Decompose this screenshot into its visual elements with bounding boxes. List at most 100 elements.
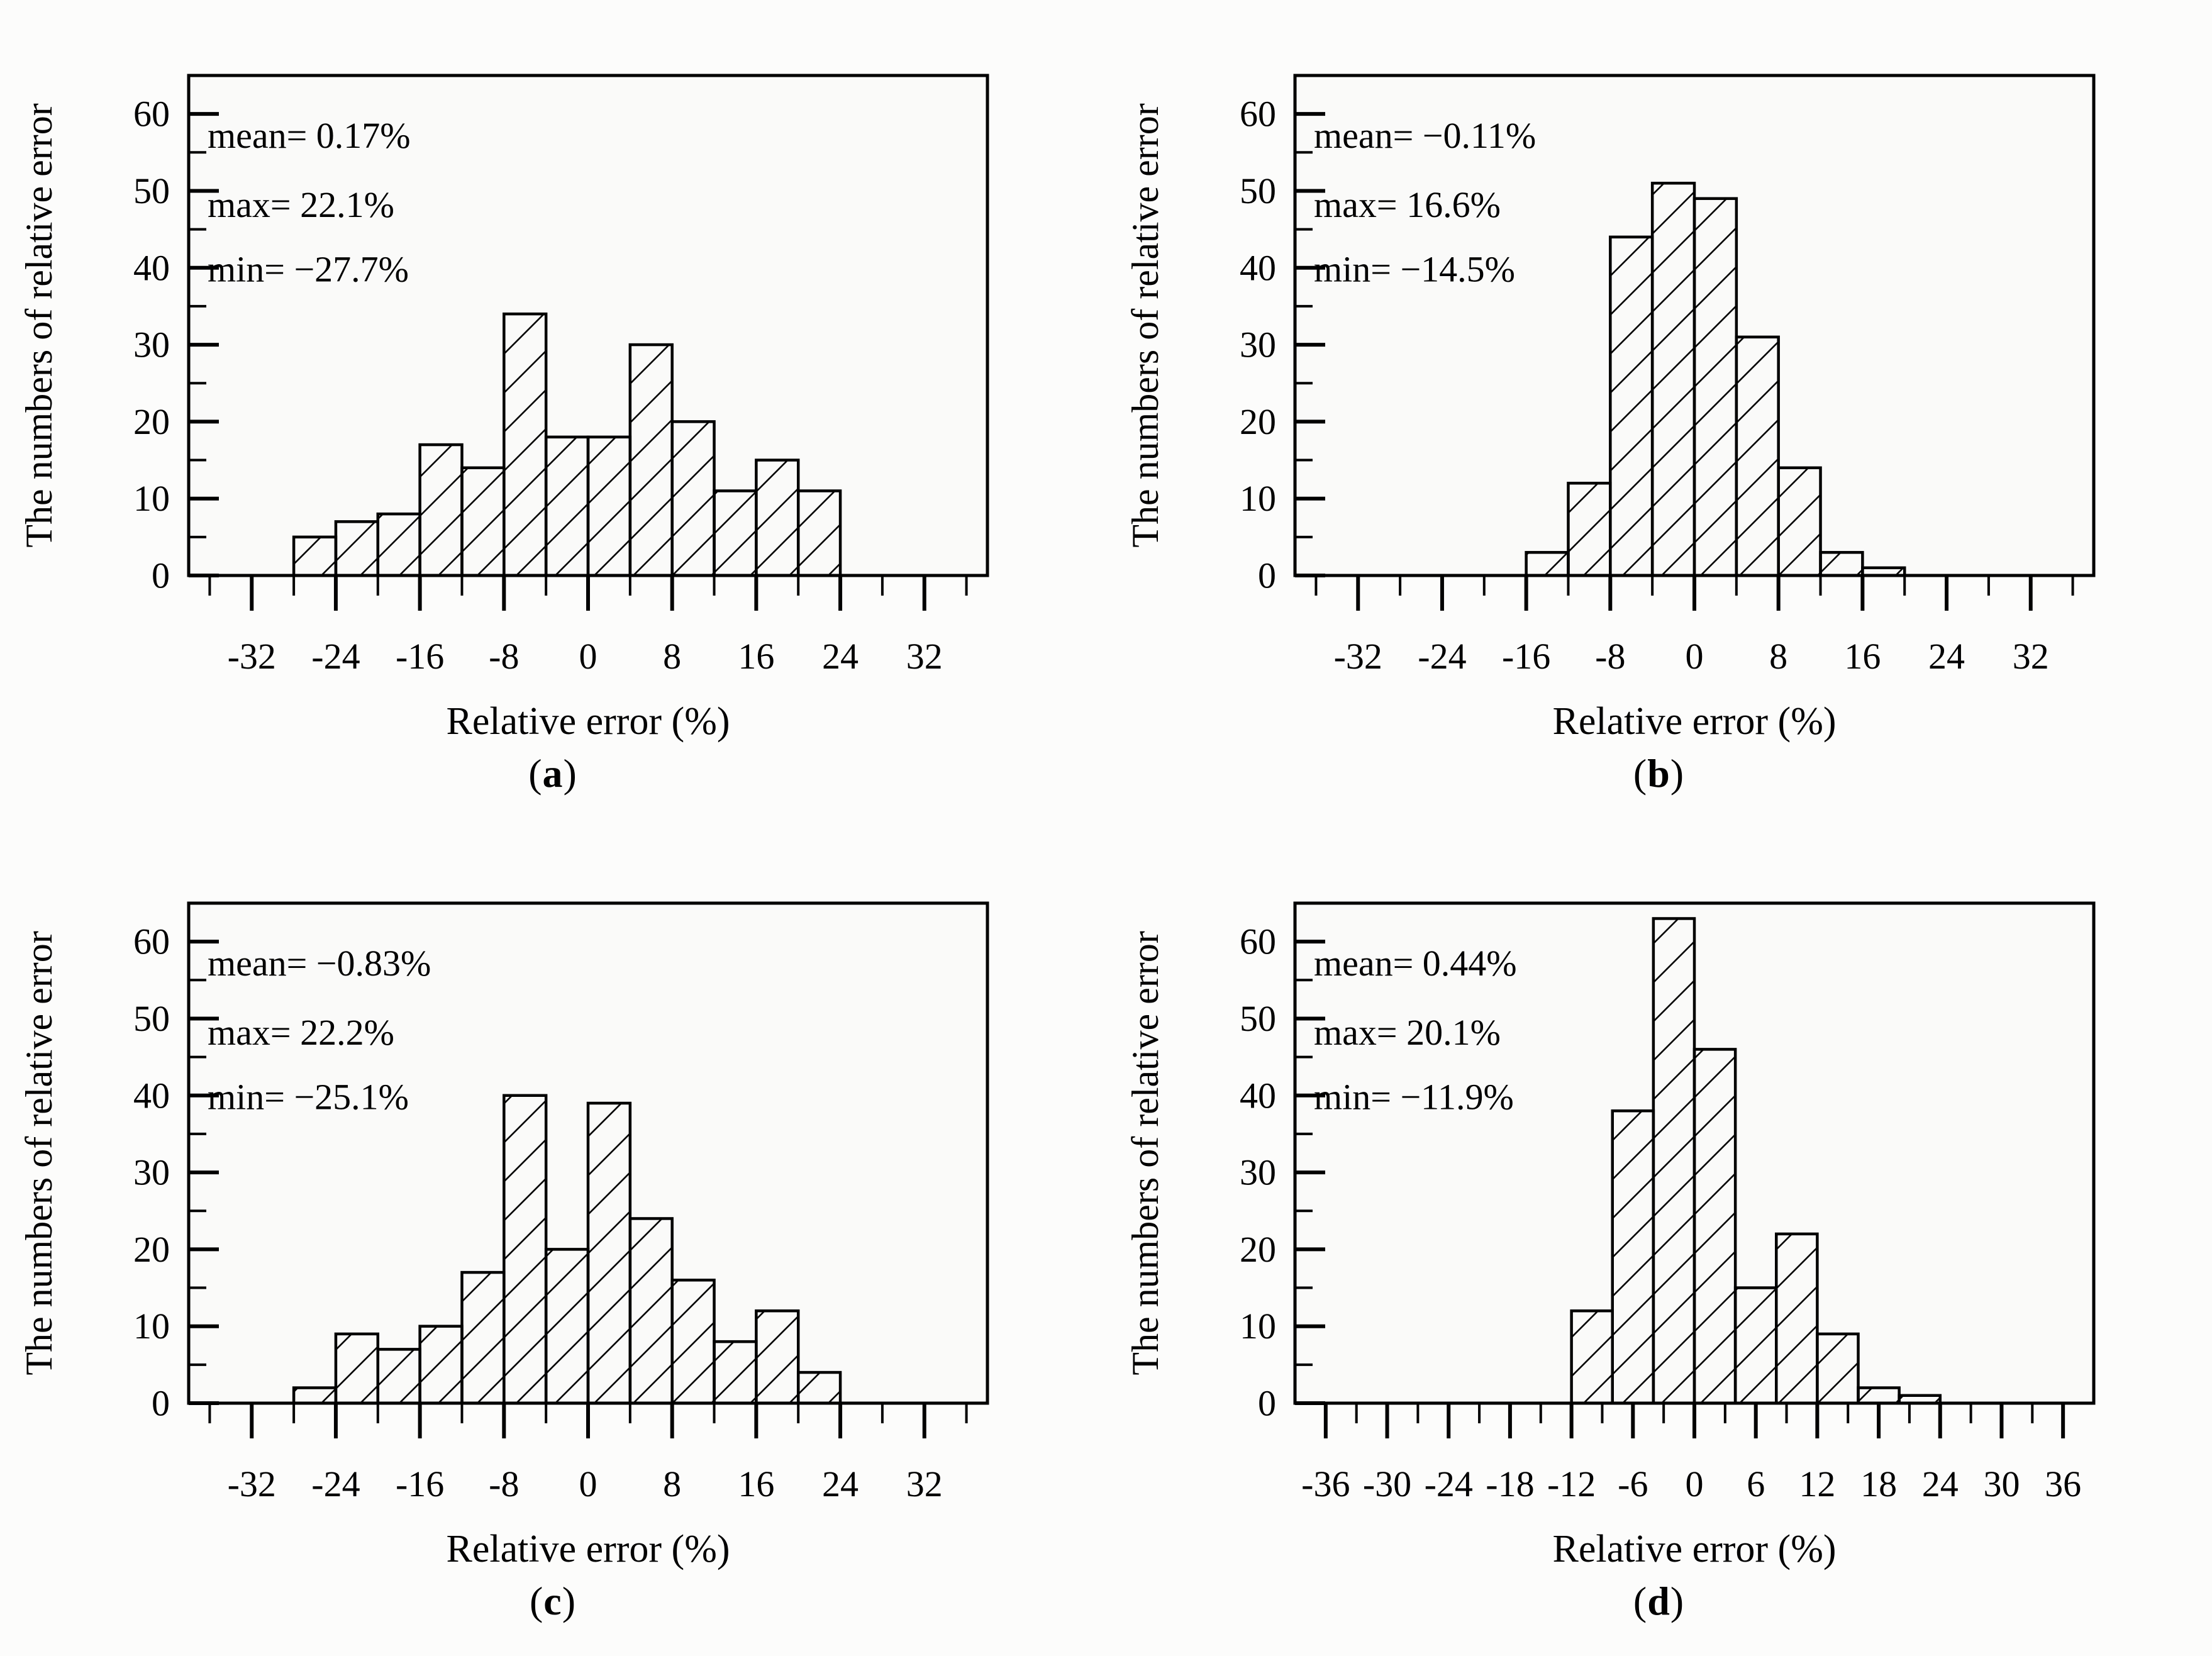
histogram-bar [1692, 197, 1738, 577]
histogram-bar [628, 1217, 674, 1405]
x-tick-label: 0 [1685, 636, 1703, 677]
x-tick-label: 8 [1769, 636, 1787, 677]
x-axis-title: Relative error (%) [1552, 1528, 1836, 1570]
caption-paren-close: ) [562, 1579, 577, 1623]
annotation-mean: mean= 0.17% [208, 115, 411, 156]
y-tick-label: 40 [133, 247, 170, 288]
x-tick-label: 16 [1844, 636, 1881, 677]
annotation-min: min= −25.1% [208, 1077, 409, 1118]
histogram-bar [586, 435, 632, 577]
y-axis-title: The numbers of relative error [1125, 931, 1166, 1375]
y-axis: 0 10 20 30 40 50 60 [133, 902, 219, 1424]
histogram-bar [1776, 466, 1822, 577]
x-tick-label: 18 [1860, 1464, 1897, 1504]
histogram-bar [796, 489, 842, 577]
x-tick-label: -18 [1486, 1464, 1534, 1504]
y-tick-label: 20 [133, 401, 170, 442]
x-tick-label: 32 [906, 636, 943, 677]
caption-paren-open: ( [1633, 751, 1648, 796]
y-tick-label: 20 [133, 1229, 170, 1270]
x-tick-label: 32 [2012, 636, 2048, 677]
y-axis: 0 10 20 30 40 50 60 [1240, 902, 1325, 1424]
histogram-bar [1608, 235, 1653, 577]
histogram-bar [1524, 551, 1570, 577]
bars-group [1524, 181, 1906, 577]
histogram-bar [1733, 1286, 1778, 1405]
y-tick-label: 60 [133, 94, 170, 135]
y-tick-label: 50 [1240, 998, 1276, 1039]
x-tick-label: -16 [396, 1464, 444, 1504]
histogram-bar [460, 466, 506, 577]
y-tick-label: 10 [133, 478, 170, 519]
histogram-bar [796, 1370, 842, 1405]
x-tick-label: 36 [2045, 1464, 2081, 1504]
y-tick-label: 0 [1258, 555, 1276, 596]
x-tick-label: -32 [228, 1464, 276, 1504]
y-tick-label: 30 [133, 1152, 170, 1193]
y-tick-label: 40 [133, 1075, 170, 1116]
annotation-min: min= −27.7% [208, 249, 409, 290]
histogram-bar [628, 343, 674, 577]
panel-caption-c: (c) [530, 1578, 576, 1625]
x-tick-label: -32 [1333, 636, 1382, 677]
x-tick-label: 8 [663, 1464, 681, 1504]
x-tick-label: 24 [1928, 636, 1965, 677]
x-tick-label: 16 [738, 636, 774, 677]
annotation-max: max= 16.6% [1314, 184, 1501, 225]
histogram-bar [376, 1348, 421, 1405]
x-tick-label: -32 [228, 636, 276, 677]
x-tick-label: -16 [396, 636, 444, 677]
annotation-max: max= 22.2% [208, 1012, 394, 1053]
histogram-bar [334, 1332, 380, 1405]
y-tick-label: 20 [1240, 401, 1276, 442]
y-tick-label: 60 [133, 921, 170, 962]
histogram-bar [670, 1279, 716, 1405]
y-tick-label: 0 [1258, 1383, 1276, 1424]
y-tick-label: 10 [1240, 1306, 1276, 1347]
x-tick-label: 32 [906, 1464, 943, 1504]
x-tick-label: 0 [579, 1464, 597, 1504]
x-tick-label: 24 [1921, 1464, 1958, 1504]
histogram-bar [376, 512, 421, 577]
x-tick-label: -24 [1424, 1464, 1472, 1504]
x-tick-label: -6 [1618, 1464, 1648, 1504]
y-axis-title: The numbers of relative error [1125, 103, 1166, 547]
histogram-bar [713, 1340, 758, 1405]
panel-caption-d: (d) [1633, 1578, 1684, 1625]
y-axis: 0 10 20 30 40 50 60 [1240, 74, 1325, 596]
x-axis: -36 -30 -24 -18 -12 -6 0 6 12 18 24 30 36 [1301, 1403, 2081, 1504]
panel-caption-b: (b) [1633, 750, 1684, 797]
x-tick-label: 12 [1799, 1464, 1835, 1504]
caption-letter: c [543, 1579, 562, 1623]
annotation-max: max= 22.1% [208, 184, 394, 225]
y-tick-label: 60 [1240, 94, 1276, 135]
y-tick-label: 10 [133, 1306, 170, 1347]
y-tick-label: 40 [1240, 1075, 1276, 1116]
histogram-bar [418, 443, 464, 577]
x-axis: -32 -24 -16 -8 0 8 16 24 32 [208, 1403, 968, 1504]
histogram-bar [1610, 1109, 1655, 1405]
x-axis-title: Relative error (%) [1552, 700, 1836, 743]
caption-letter: b [1647, 751, 1670, 796]
histogram-a-svg: 0 10 20 30 40 50 60 -32 -24 -16 -8 0 8 16 24 32 mean= 0.… [18, 74, 989, 743]
histogram-bar [1652, 917, 1696, 1405]
y-tick-label: 20 [1240, 1229, 1276, 1270]
panel-d: 0 10 20 30 40 50 60 -36 -30 -24 -18 -12 -6 0 6 12 18 24 30… [1106, 828, 2212, 1656]
annotation-mean: mean= −0.11% [1314, 115, 1536, 156]
histogram-d-svg: 0 10 20 30 40 50 60 -36 -30 -24 -18 -12 -6 0 6 12 18 24 30… [1125, 901, 2095, 1570]
y-tick-label: 50 [133, 170, 170, 211]
y-tick-label: 0 [152, 555, 170, 596]
y-axis-title: The numbers of relative error [18, 931, 60, 1375]
x-tick-label: 24 [822, 636, 859, 677]
histogram-bar [418, 1325, 464, 1405]
stats-annotations: mean= −0.83% max= 22.2% min= −25.1% [208, 943, 431, 1118]
histogram-bar [503, 312, 548, 577]
x-tick-label: -8 [489, 636, 519, 677]
caption-paren-close: ) [1670, 1579, 1685, 1623]
caption-paren-close: ) [1670, 751, 1685, 796]
histogram-bar [1692, 1048, 1737, 1405]
y-axis-title: The numbers of relative error [18, 103, 60, 547]
histogram-bar [670, 420, 716, 577]
y-tick-label: 50 [1240, 170, 1276, 211]
histogram-bar [544, 435, 590, 577]
